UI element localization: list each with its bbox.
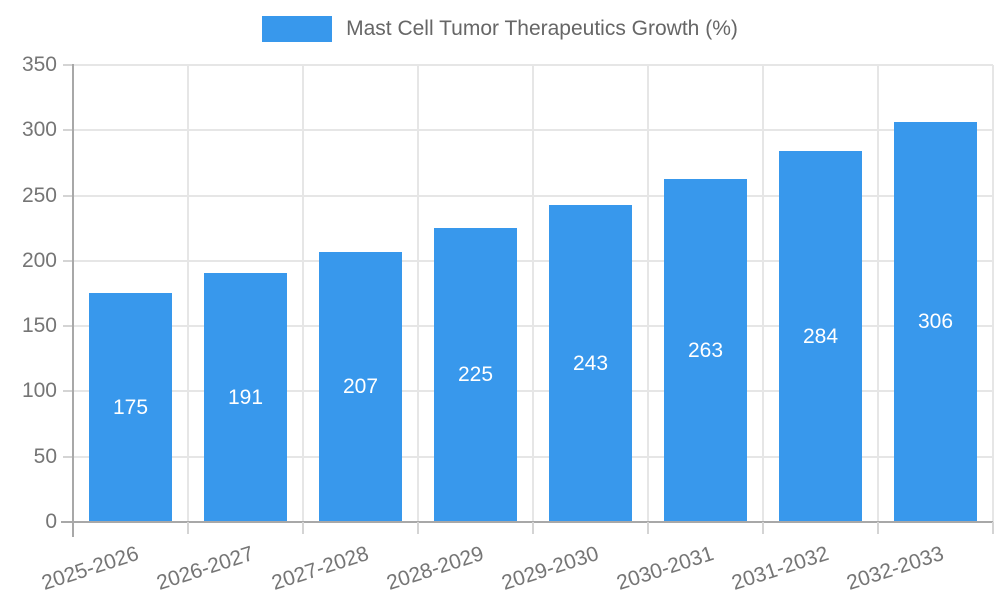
y-tick-mark [63, 259, 73, 262]
y-axis-tick-label: 200 [21, 248, 57, 272]
v-gridline [532, 65, 534, 522]
bar-value-label: 175 [112, 395, 149, 419]
y-axis-tick-label: 150 [21, 314, 57, 338]
x-axis-tick-label: 2030-2031 [613, 542, 717, 595]
v-gridline [187, 65, 189, 522]
bar-value-label: 225 [457, 363, 494, 386]
x-tick-mark [417, 522, 419, 534]
x-axis-tick-label: 2032-2033 [843, 542, 947, 595]
x-tick-mark [647, 522, 649, 534]
y-tick-mark [63, 455, 73, 458]
v-gridline [647, 65, 649, 522]
v-gridline [302, 65, 304, 522]
y-axis-tick-label: 300 [21, 118, 57, 142]
x-axis-tick-label: 2026-2027 [153, 542, 257, 595]
x-axis-tick-label: 2027-2028 [268, 542, 372, 595]
y-axis-tick-label: 350 [21, 53, 57, 76]
bar-value-label: 306 [917, 310, 954, 333]
bar-value-label: 284 [802, 324, 839, 348]
v-gridline [877, 65, 879, 522]
bar-value-label: 191 [227, 385, 264, 409]
x-axis-tick-label: 2028-2029 [383, 542, 487, 595]
legend-label: Mast Cell Tumor Therapeutics Growth (%) [346, 17, 738, 40]
bar-value-label: 243 [572, 351, 609, 375]
x-axis-tick-label: 2025-2026 [38, 542, 142, 595]
legend-swatch [262, 16, 333, 42]
bar[interactable]: 191 [204, 273, 287, 522]
x-tick-mark [302, 522, 304, 534]
y-tick-mark [63, 64, 73, 66]
y-tick-mark [63, 390, 73, 393]
x-tick-mark [187, 522, 189, 534]
x-axis-line [61, 521, 993, 523]
v-gridline [417, 65, 419, 522]
bar[interactable]: 243 [549, 205, 632, 522]
x-axis-tick-label: 2031-2032 [728, 542, 832, 595]
bar[interactable]: 207 [319, 252, 402, 522]
bar[interactable]: 175 [89, 293, 172, 522]
bar[interactable]: 306 [894, 122, 977, 522]
chart-legend[interactable]: Mast Cell Tumor Therapeutics Growth (%) [0, 16, 1000, 42]
plot-area: 175 191 207 225 243 263 284 306 [63, 64, 994, 522]
y-tick-mark [63, 325, 73, 328]
y-tick-mark [63, 194, 73, 197]
v-gridline [992, 65, 994, 522]
y-axis-tick-label: 0 [45, 510, 57, 533]
bar[interactable]: 225 [434, 228, 517, 522]
x-tick-mark [992, 522, 994, 534]
y-axis-tick-label: 250 [21, 183, 57, 207]
bar[interactable]: 284 [779, 151, 862, 522]
v-gridline [762, 65, 764, 522]
x-tick-mark [532, 522, 534, 534]
bar[interactable]: 263 [664, 179, 747, 522]
bar-value-label: 263 [687, 338, 724, 362]
bar-value-label: 207 [342, 375, 379, 398]
x-tick-mark [877, 522, 879, 534]
y-axis-line [72, 64, 74, 537]
x-tick-mark [762, 522, 764, 534]
y-axis-tick-label: 100 [21, 379, 57, 403]
y-tick-mark [63, 129, 73, 132]
x-axis-tick-label: 2029-2030 [498, 542, 602, 595]
y-axis-tick-label: 50 [33, 444, 57, 468]
